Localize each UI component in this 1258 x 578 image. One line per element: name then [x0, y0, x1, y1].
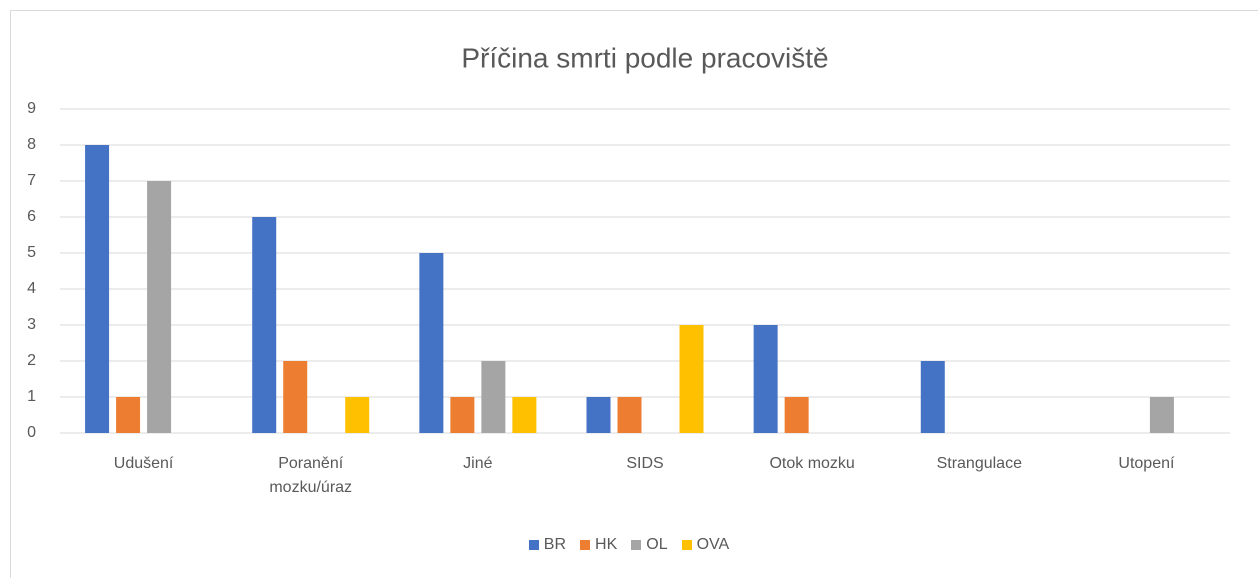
x-tick-label: SIDS: [626, 455, 664, 472]
legend-item: OL: [631, 536, 668, 554]
bar: [252, 217, 277, 433]
bar: [450, 397, 475, 433]
legend: BR HK OL OVA: [0, 536, 1258, 554]
y-tick-label: 7: [27, 172, 36, 189]
legend-swatch: [528, 540, 539, 550]
y-tick-label: 9: [27, 100, 36, 117]
bar: [1149, 397, 1174, 433]
chart-border: [10, 10, 1258, 578]
y-tick-label: 0: [27, 424, 36, 441]
legend-label: BR: [543, 536, 567, 553]
y-tick-label: 5: [27, 244, 36, 261]
bar: [784, 397, 809, 433]
legend-swatch: [681, 540, 692, 550]
bar: [586, 397, 611, 433]
bar: [85, 145, 110, 433]
bar: [481, 361, 506, 433]
y-tick-label: 1: [27, 388, 36, 405]
bar: [147, 181, 172, 433]
y-tick-label: 6: [27, 208, 36, 225]
legend-item: HK: [580, 536, 617, 554]
bar: [419, 253, 444, 433]
bar: [345, 397, 370, 433]
bar: [753, 325, 778, 433]
x-tick-label: Utopení: [1118, 455, 1175, 472]
x-tick-label: Otok mozku: [769, 455, 855, 472]
bar: [512, 397, 537, 433]
legend-label: OVA: [696, 536, 730, 553]
x-tick-label: Strangulace: [936, 455, 1022, 472]
y-tick-label: 2: [27, 352, 36, 369]
bar: [617, 397, 642, 433]
bar: [920, 361, 945, 433]
bar: [679, 325, 704, 433]
x-tick-label: Jiné: [463, 455, 493, 472]
legend-swatch: [631, 540, 642, 550]
x-tick-label: Udušení: [113, 455, 174, 472]
chart-title: Příčina smrti podle pracoviště: [461, 42, 828, 73]
legend-item: OVA: [681, 536, 730, 554]
legend-label: OL: [646, 536, 668, 553]
y-tick-label: 4: [27, 280, 36, 297]
bar: [283, 361, 308, 433]
legend-label: HK: [595, 536, 618, 553]
y-tick-label: 3: [27, 316, 36, 333]
legend-item: BR: [528, 536, 567, 554]
x-tick-label: Poranění mozku/úraz: [269, 455, 353, 496]
y-tick-label: 8: [27, 136, 36, 153]
legend-swatch: [580, 540, 591, 550]
bar: [116, 397, 141, 433]
